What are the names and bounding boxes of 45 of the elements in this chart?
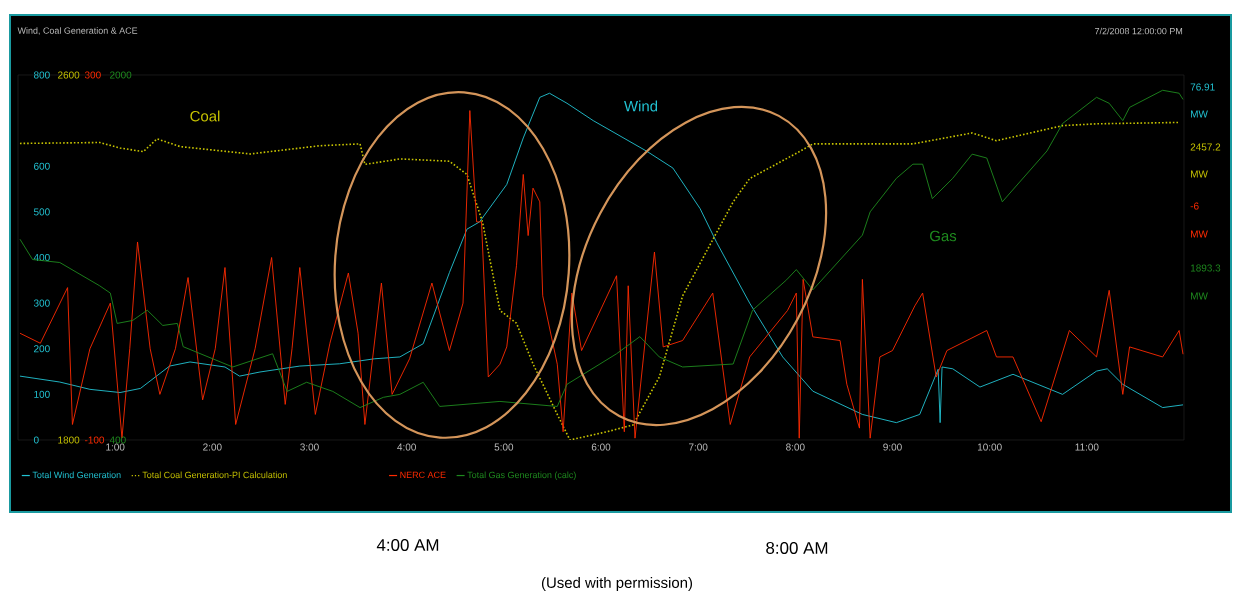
text: MW	[1191, 230, 1208, 238]
legend-label: Total Wind Generation	[32, 471, 121, 479]
text: 7/2/2008 12:00:00 PM	[1095, 27, 1183, 35]
annotation: Wind	[624, 100, 658, 112]
x-tick-label: 5:00	[494, 443, 514, 451]
text: 2457.2	[1190, 143, 1221, 151]
x-tick-label: 8:00	[786, 443, 805, 451]
text: 76.91	[1190, 83, 1215, 91]
x-tick-label: 1:00	[106, 443, 125, 451]
annotation: Coal	[190, 110, 220, 122]
y-tick-label: -100	[84, 436, 105, 444]
x-tick-label: 11:00	[1075, 443, 1099, 451]
y2-tick-label: 400	[109, 436, 126, 444]
legend-label: Total Coal Generation-PI Calculation	[142, 471, 287, 479]
text: MW	[1191, 170, 1208, 178]
annotation: Gas	[930, 230, 957, 242]
text: 8:00 AM	[766, 541, 828, 554]
legend-label: NERC ACE	[400, 471, 446, 479]
y-tick-label: 300	[84, 71, 101, 79]
chart-title: Wind, Coal Generation & ACE	[17, 27, 138, 35]
y2-tick-label: 1800	[58, 436, 80, 444]
y-tick-label: 100	[34, 390, 50, 398]
x-tick-label: 3:00	[300, 443, 319, 451]
y-tick-label: 600	[34, 162, 50, 170]
y-tick-label: 200	[34, 345, 50, 353]
x-tick-label: 10:00	[977, 443, 1002, 451]
text: (Used with permission)	[541, 577, 693, 591]
text: -6	[1190, 202, 1199, 210]
y-tick-label: 400	[33, 253, 50, 262]
text: MW	[1191, 292, 1208, 300]
y-tick-label: 300	[33, 299, 50, 307]
x-tick-label: 9:00	[883, 443, 902, 451]
text: 4:00 AM	[376, 538, 439, 551]
x-tick-label: 7:00	[688, 443, 708, 451]
y2-tick-label: 2000	[110, 71, 132, 79]
legend-label: Total Gas Generation (calc)	[467, 471, 576, 480]
y-tick-label: 800	[33, 71, 50, 79]
y-tick-label: 500	[33, 208, 50, 216]
x-tick-label: 4:00	[397, 443, 416, 451]
y-tick-label: 0	[33, 436, 39, 444]
text: 1893.3	[1190, 264, 1221, 272]
text: MW	[1191, 110, 1208, 118]
x-tick-label: 2:00	[203, 443, 222, 451]
x-tick-label: 6:00	[591, 443, 611, 451]
y2-tick-label: 2600	[58, 71, 80, 79]
